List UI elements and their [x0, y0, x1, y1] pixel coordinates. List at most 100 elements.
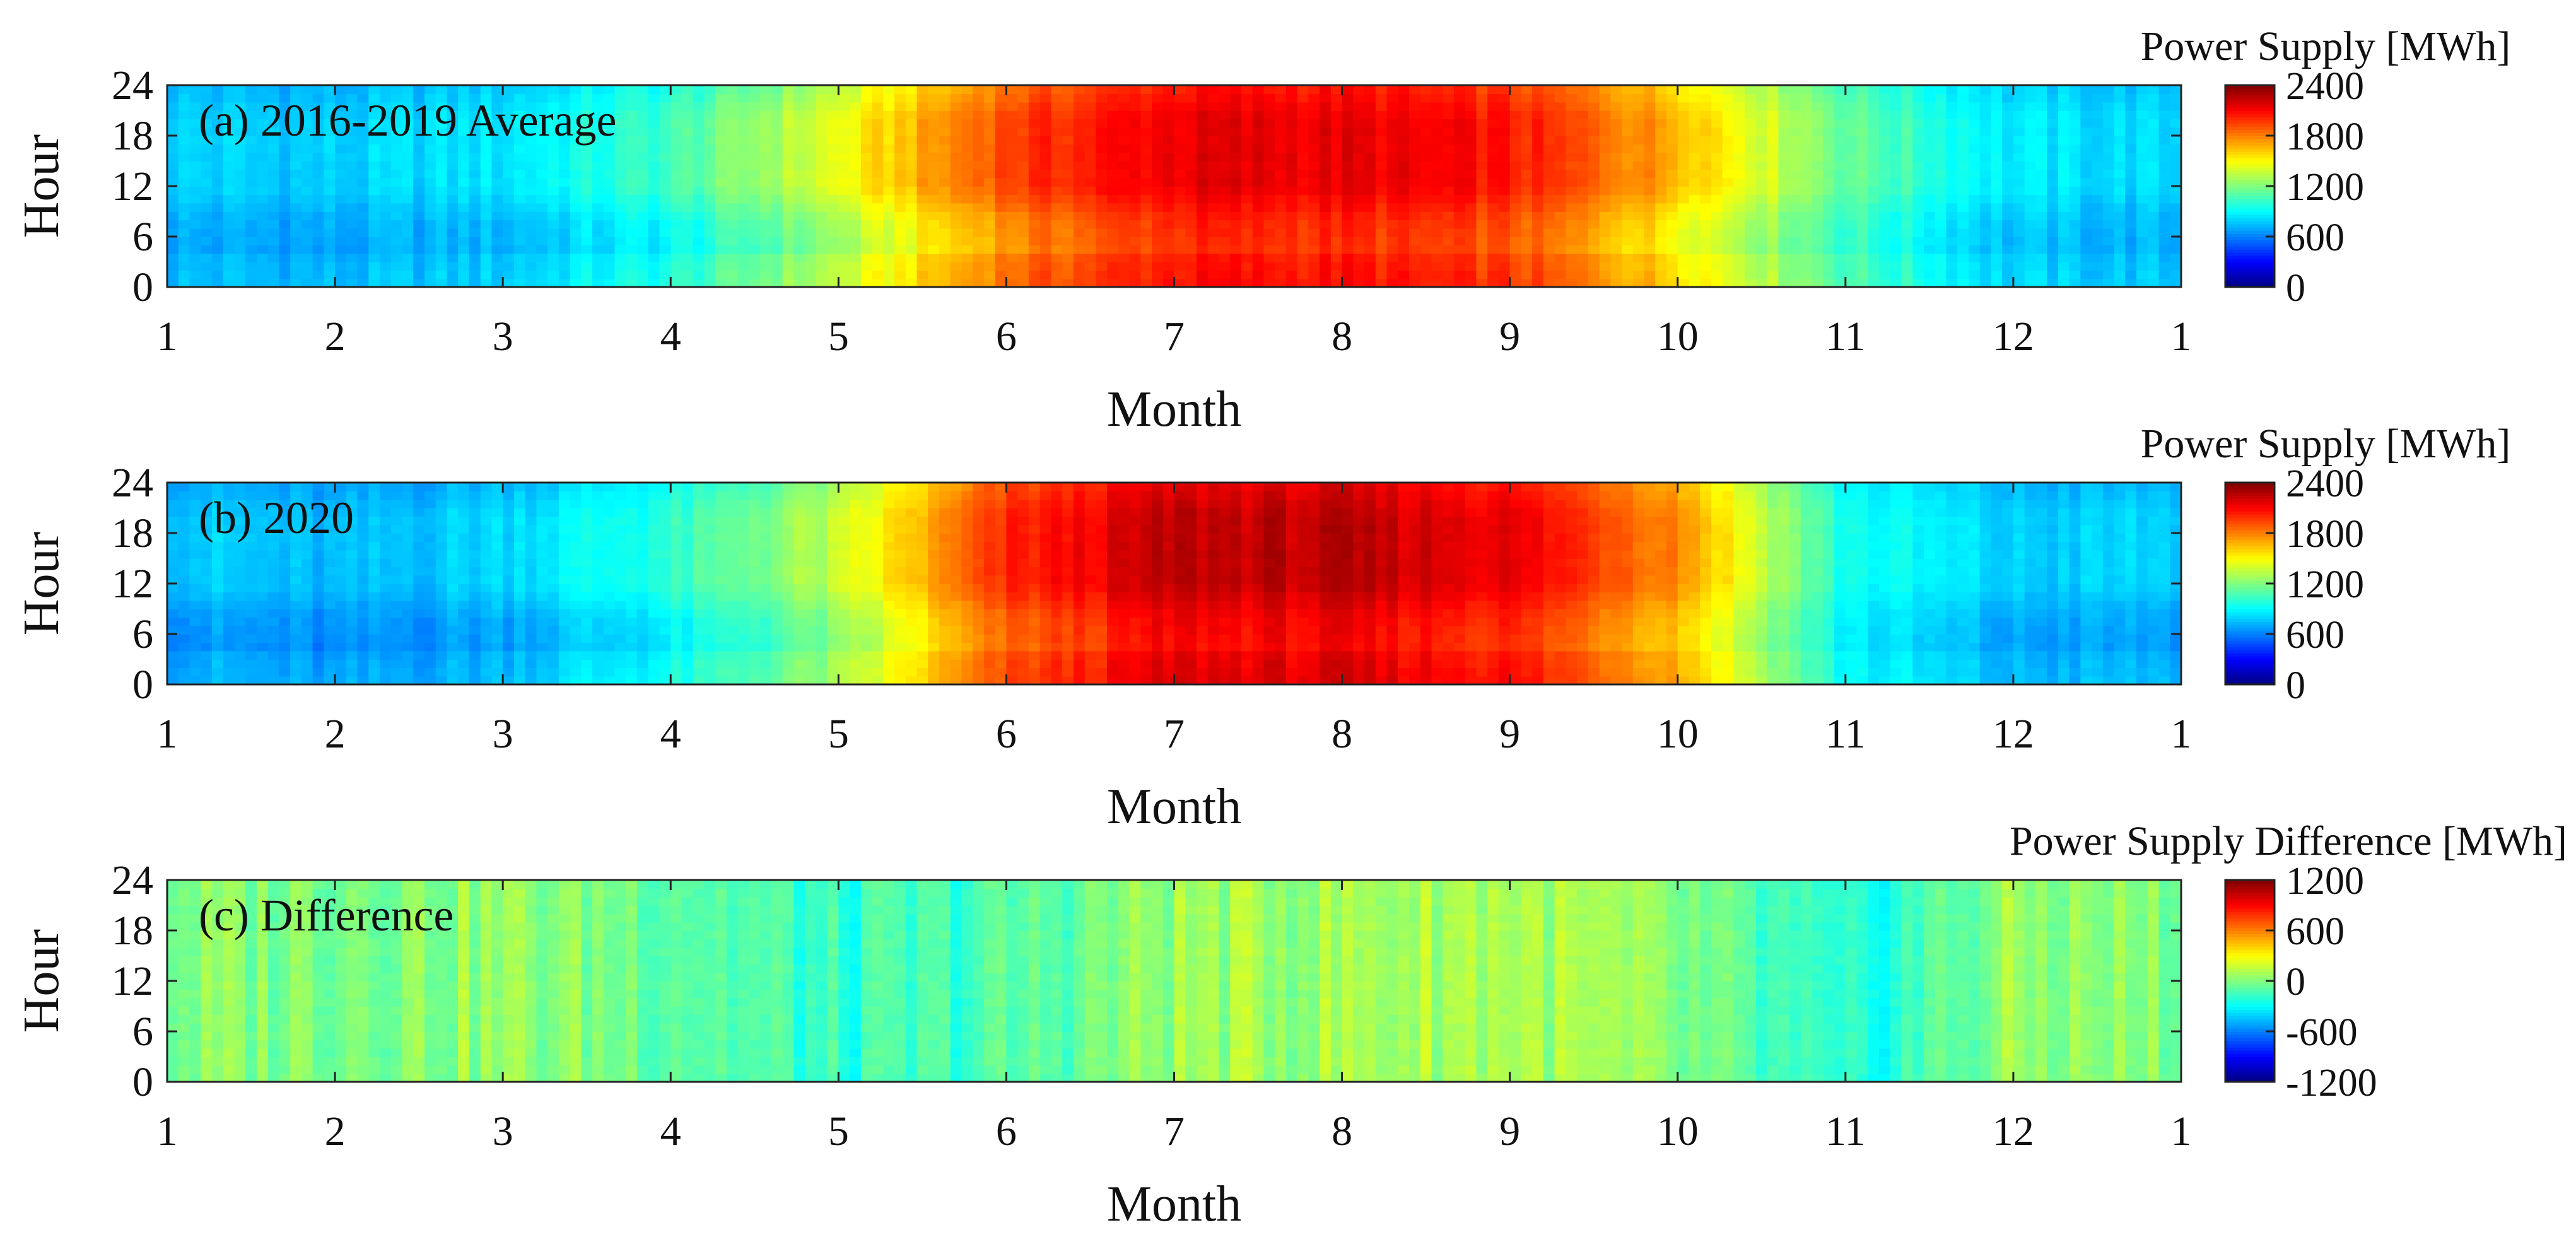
- heatmap-cell: [1308, 127, 1320, 136]
- heatmap-cell: [1364, 186, 1376, 196]
- heatmap-cell: [1856, 211, 1869, 221]
- heatmap-cell: [301, 253, 313, 262]
- heatmap-cell: [1655, 270, 1667, 279]
- heatmap-cell: [2125, 161, 2137, 170]
- heatmap-cell: [189, 93, 202, 103]
- heatmap-cell: [513, 161, 526, 170]
- heatmap-cell: [905, 102, 918, 111]
- heatmap-cell: [1398, 220, 1410, 229]
- heatmap-cell: [245, 85, 257, 95]
- heatmap-cell: [1241, 93, 1253, 103]
- heatmap-cell: [648, 228, 660, 237]
- heatmap-cell: [2114, 220, 2126, 229]
- heatmap-cell: [1476, 253, 1488, 262]
- heatmap-cell: [1219, 169, 1231, 179]
- heatmap-cell: [1073, 245, 1086, 254]
- heatmap-cell: [324, 483, 336, 492]
- heatmap-cell: [1263, 270, 1275, 279]
- heatmap-cell: [1566, 177, 1578, 187]
- heatmap-cell: [2158, 194, 2171, 204]
- heatmap-cell: [1979, 228, 1992, 237]
- heatmap-cell: [167, 262, 179, 271]
- heatmap-cell: [1834, 194, 1846, 204]
- heatmap-cell: [390, 177, 403, 187]
- heatmap-cell: [1588, 144, 1600, 153]
- heatmap-cell: [726, 220, 739, 229]
- heatmap-cell: [715, 110, 727, 120]
- heatmap-cell: [2013, 220, 2025, 229]
- heatmap-cell: [2002, 262, 2014, 271]
- heatmap-cell: [592, 177, 604, 187]
- heatmap-cell: [435, 186, 448, 196]
- heatmap-cell: [1409, 253, 1421, 262]
- heatmap-cell: [390, 508, 403, 517]
- heatmap-cell: [1946, 93, 1958, 103]
- heatmap-cell: [1398, 270, 1410, 279]
- heatmap-cell: [1342, 270, 1354, 279]
- heatmap-cell: [1152, 245, 1164, 254]
- heatmap-cell: [1207, 220, 1220, 229]
- heatmap-cell: [279, 609, 291, 618]
- heatmap-cell: [916, 152, 929, 161]
- heatmap-cell: [1521, 220, 1533, 229]
- heatmap-cell: [592, 169, 604, 179]
- heatmap-cell: [2102, 110, 2115, 120]
- heatmap-cell: [1162, 237, 1175, 246]
- heatmap-cell: [1789, 270, 1801, 279]
- heatmap-cell: [2125, 228, 2137, 237]
- heatmap-cell: [1017, 119, 1029, 128]
- heatmap-cell: [1666, 177, 1678, 187]
- heatmap-cell: [581, 169, 593, 179]
- heatmap-cell: [1364, 152, 1376, 161]
- heatmap-cell: [324, 110, 336, 120]
- heatmap-cell: [234, 659, 246, 669]
- heatmap-cell: [1107, 102, 1119, 111]
- heatmap-cell: [2125, 152, 2137, 161]
- colorbar-step: [2225, 208, 2274, 212]
- heatmap-cell: [1039, 127, 1052, 136]
- heatmap-cell: [1431, 186, 1444, 196]
- heatmap-cell: [1543, 211, 1555, 221]
- heatmap-cell: [513, 270, 526, 279]
- heatmap-cell: [491, 262, 503, 271]
- heatmap-cell: [704, 186, 717, 196]
- heatmap-cell: [178, 169, 190, 179]
- heatmap-cell: [223, 177, 235, 187]
- heatmap-cell: [704, 202, 717, 212]
- heatmap-cell: [1107, 110, 1119, 120]
- heatmap-cell: [760, 136, 772, 145]
- heatmap-cell: [1700, 211, 1712, 221]
- heatmap-cell: [1398, 245, 1410, 254]
- heatmap-cell: [2125, 270, 2137, 279]
- heatmap-cell: [939, 161, 951, 170]
- heatmap-cell: [1823, 237, 1835, 246]
- heatmap-cell: [1330, 220, 1343, 229]
- heatmap-cell: [916, 161, 929, 170]
- heatmap-cell: [1823, 186, 1835, 196]
- heatmap-cell: [1006, 177, 1018, 187]
- heatmap-cell: [2102, 186, 2115, 196]
- heatmap-cell: [1129, 144, 1142, 153]
- heatmap-cell: [737, 152, 750, 161]
- heatmap-cell: [167, 583, 179, 593]
- heatmap-cell: [201, 194, 213, 204]
- heatmap-cell: [346, 659, 358, 669]
- heatmap-cell: [1700, 186, 1712, 196]
- heatmap-cell: [458, 228, 470, 237]
- heatmap-cell: [1554, 270, 1567, 279]
- heatmap-cell: [424, 228, 436, 237]
- heatmap-cell: [1543, 253, 1555, 262]
- heatmap-cell: [670, 110, 682, 120]
- heatmap-cell: [1162, 186, 1175, 196]
- heatmap-cell: [1174, 245, 1186, 254]
- heatmap-cell: [413, 650, 425, 660]
- heatmap-cell: [1666, 110, 1678, 120]
- heatmap-cell: [324, 136, 336, 145]
- heatmap-cell: [2013, 228, 2025, 237]
- heatmap-cell: [1364, 169, 1376, 179]
- heatmap-cell: [2136, 169, 2148, 179]
- heatmap-cell: [2013, 245, 2025, 254]
- heatmap-cell: [1320, 152, 1332, 161]
- heatmap-cell: [1755, 136, 1768, 145]
- heatmap-cell: [737, 102, 750, 111]
